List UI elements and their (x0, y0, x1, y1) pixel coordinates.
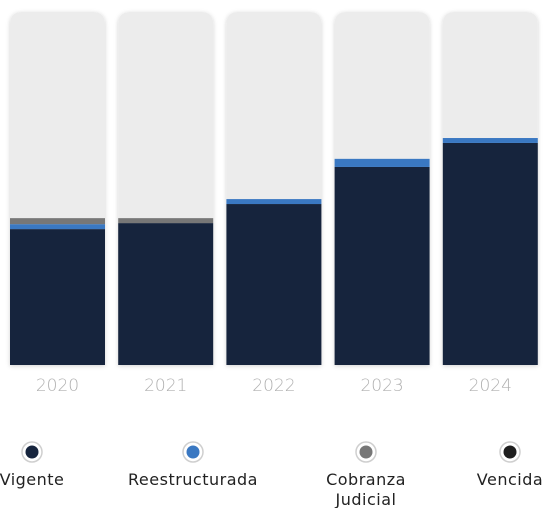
bar-segment (442, 138, 538, 143)
legend-label: Vencida (476, 470, 544, 489)
legend-swatch (503, 445, 517, 459)
legend-label: Vigente (0, 470, 65, 489)
bar-segment (10, 224, 105, 230)
legend-label: Cobranza Judicial (326, 470, 406, 508)
legend-swatch (186, 445, 200, 459)
x-tick-label: 2024 (469, 376, 512, 396)
bar-segment (118, 218, 214, 224)
legend-swatch (359, 445, 373, 459)
x-tick-label: 2021 (144, 376, 187, 396)
legend-label: Reestructurada (128, 470, 258, 489)
bar-segment (226, 204, 322, 365)
bar-segment (334, 158, 430, 167)
bar-segment (334, 166, 430, 365)
bar-segment (226, 199, 322, 205)
bar-segment (10, 229, 105, 365)
x-tick-label: 2023 (360, 376, 403, 396)
legend-swatch (25, 445, 39, 459)
bar-segment (10, 218, 105, 225)
x-tick-label: 2022 (252, 376, 295, 396)
bar-segment (442, 142, 538, 365)
x-tick-label: 2020 (36, 376, 79, 396)
bar-segment (118, 223, 214, 365)
